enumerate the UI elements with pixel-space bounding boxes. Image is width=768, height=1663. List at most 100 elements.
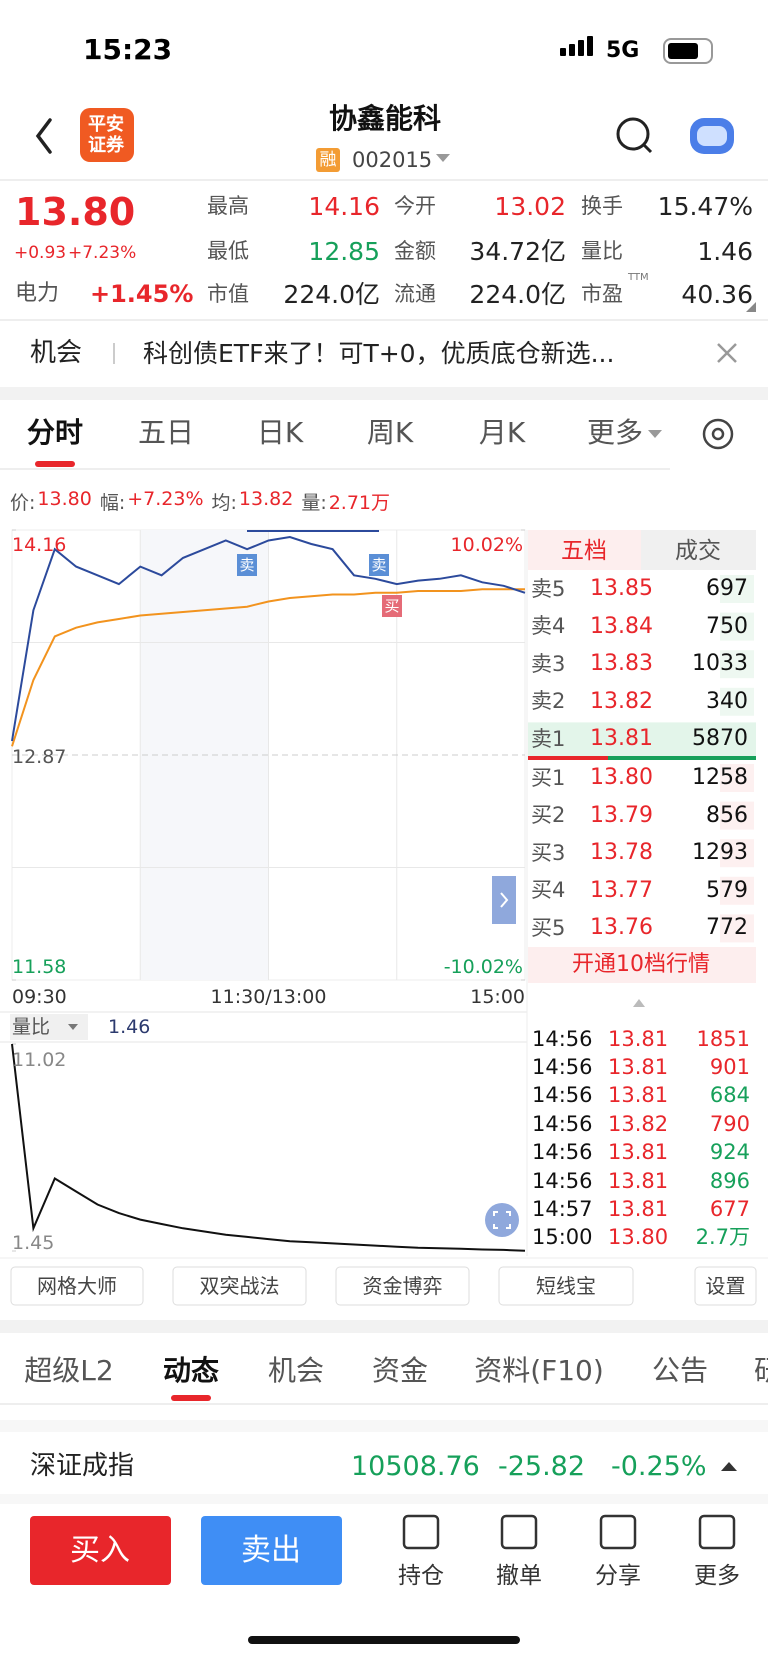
settings-core [711, 427, 725, 441]
expand-arrow [500, 892, 509, 908]
action-icon [599, 1514, 637, 1550]
ratio-dropdown [68, 1024, 78, 1030]
logo-text: 平安 [88, 114, 124, 135]
tool-button[interactable]: 资金博弈 [362, 1274, 443, 1298]
book-tab[interactable]: 成交 [675, 537, 721, 564]
book-price: 13.85 [590, 576, 653, 601]
section-tab[interactable]: 超级L2 [24, 1354, 114, 1387]
index-change: -25.82 [498, 1450, 586, 1482]
tab-bg [528, 530, 641, 570]
info-value: 13.80 [37, 488, 92, 510]
y-tick-label: 12.87 [12, 745, 67, 768]
trade-time: 14:56 [532, 1054, 593, 1079]
book-label: 卖3 [531, 651, 566, 676]
section-tab[interactable]: 资料(F10) [474, 1354, 604, 1387]
tool-button[interactable]: 短线宝 [536, 1274, 596, 1298]
trade-marker [237, 554, 257, 576]
action-item[interactable]: 分享 [595, 1562, 641, 1589]
section-tab[interactable]: 动态 [162, 1354, 219, 1387]
chart-tab[interactable]: 周K [366, 416, 414, 449]
book-label: 卖1 [531, 726, 566, 751]
x-tick-label: 15:00 [470, 985, 525, 1008]
last-price: 13.80 [15, 190, 136, 234]
chart-tab[interactable]: 更多 [586, 416, 643, 449]
badge-text: 融 [319, 149, 337, 170]
average-line [11, 588, 525, 747]
book-volume: 1293 [692, 840, 748, 866]
book-tab[interactable]: 五档 [561, 537, 607, 564]
upgrade-bg [528, 947, 756, 983]
price-line [11, 535, 526, 742]
stat-label: 量比 [581, 238, 623, 263]
depth-bar [720, 650, 754, 679]
sell-button[interactable]: 卖出 [241, 1533, 301, 1568]
book-label: 卖2 [531, 689, 566, 714]
chart-tab[interactable]: 五日 [137, 416, 194, 449]
trade-price: 13.81 [608, 1140, 669, 1165]
book-volume: 697 [706, 576, 748, 601]
tool-button-bg [10, 1266, 144, 1306]
book-volume: 1033 [692, 651, 748, 677]
info-value: +7.23% [127, 488, 204, 510]
signal-bar [587, 36, 593, 56]
depth-bar [720, 612, 754, 641]
upgrade-button[interactable]: 开通10档行情 [572, 952, 710, 977]
trade-time: 14:57 [532, 1196, 593, 1221]
y2-tick-label: 10.02% [450, 533, 523, 556]
trade-marker-label: 买 [384, 596, 400, 615]
stat-label: 市盈 [581, 281, 623, 306]
trade-volume: 1851 [696, 1026, 750, 1051]
index-expand [721, 1462, 737, 1471]
sector-change: +1.45% [90, 280, 194, 308]
action-item[interactable]: 撤单 [496, 1562, 542, 1589]
chart-tab[interactable]: 日K [256, 416, 304, 449]
book-volume: 340 [706, 688, 748, 714]
sell-bg [201, 1516, 342, 1585]
section-tab[interactable]: 机会 [267, 1354, 324, 1387]
stat-label: 市值 [207, 281, 249, 306]
buy-button[interactable]: 买入 [70, 1533, 130, 1568]
tool-button[interactable]: 设置 [705, 1274, 746, 1298]
section-tab[interactable]: 公告 [651, 1354, 708, 1387]
stat-value: 12.85 [308, 236, 380, 266]
price-change-pct: +7.23% [68, 242, 137, 263]
action-item[interactable]: 持仓 [398, 1562, 444, 1589]
signal-bar [569, 44, 575, 56]
stat-label: 金额 [394, 238, 436, 263]
book-volume: 1258 [692, 765, 748, 790]
trade-volume: 924 [709, 1140, 750, 1165]
signal-bar [560, 48, 566, 56]
section-tab[interactable]: 资金 [371, 1354, 428, 1387]
info-value: 13.82 [238, 488, 294, 510]
tool-button[interactable]: 网格大师 [37, 1274, 117, 1298]
x-tick-label: 09:30 [12, 985, 67, 1008]
book-label: 买2 [531, 803, 566, 828]
y-tick-label: 11.58 [12, 955, 67, 978]
stat-value: 224.0亿 [469, 279, 566, 309]
trade-time: 14:56 [532, 1140, 593, 1165]
ratio-value: 1.46 [108, 1015, 151, 1038]
banner-text[interactable]: 科创债ETF来了！可T+0，优质底仓新选... [143, 338, 615, 368]
section-tab[interactable]: 研 [753, 1354, 768, 1387]
chart-tab[interactable]: 月K [478, 416, 526, 449]
book-volume: 856 [706, 802, 748, 828]
trade-volume: 901 [709, 1054, 750, 1079]
book-label: 买1 [531, 765, 566, 790]
trade-marker-label: 卖 [239, 555, 255, 574]
zoom-button [485, 1203, 519, 1237]
tool-button-bg [172, 1266, 307, 1306]
trade-volume: 684 [709, 1083, 750, 1108]
tool-button[interactable]: 双突战法 [199, 1274, 280, 1298]
book-price: 13.81 [590, 726, 653, 752]
chart-tab[interactable]: 分时 [26, 416, 83, 449]
action-icon [500, 1514, 538, 1550]
book-label: 卖5 [531, 576, 566, 601]
action-item[interactable]: 更多 [694, 1562, 740, 1589]
network: 5G [606, 38, 640, 63]
stat-value: 14.16 [308, 191, 380, 221]
depth-bar [720, 687, 754, 716]
depth-bar [720, 876, 754, 905]
info-value: 2.71万 [328, 492, 391, 514]
